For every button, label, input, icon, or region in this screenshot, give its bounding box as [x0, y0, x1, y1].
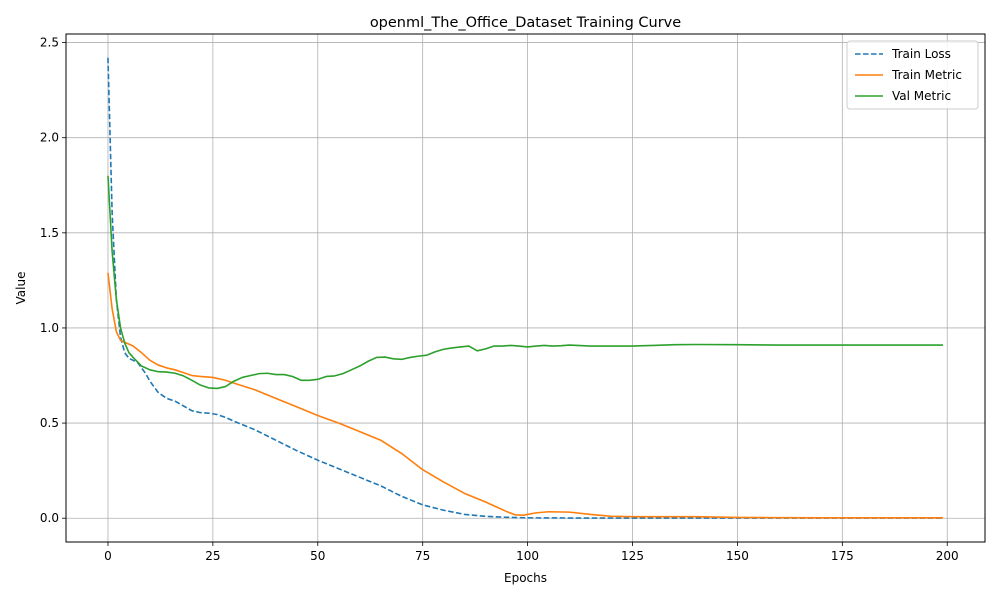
x-tick-label: 75 [415, 549, 430, 563]
x-tick-label: 150 [726, 549, 749, 563]
x-tick-label: 100 [516, 549, 539, 563]
x-tick-label: 50 [310, 549, 325, 563]
legend-label-train-metric: Train Metric [891, 68, 962, 82]
x-tick-label: 200 [936, 549, 959, 563]
legend: Train Loss Train Metric Val Metric [846, 40, 979, 110]
legend-box [846, 40, 979, 110]
y-tick-label: 0.0 [40, 511, 59, 525]
train-metric-line [107, 272, 944, 519]
y-tick-label: 1.5 [40, 226, 59, 240]
legend-label-train-loss: Train Loss [891, 47, 951, 61]
x-tick-label: 25 [205, 549, 220, 563]
legend-label-val-metric: Val Metric [892, 89, 951, 103]
y-tick-label: 2.5 [40, 36, 59, 50]
x-tick-label: 125 [621, 549, 644, 563]
x-tick-label: 0 [104, 549, 112, 563]
y-tick-label: 1.0 [40, 321, 59, 335]
y-axis-label: Value [14, 272, 28, 305]
x-tick-label: 175 [831, 549, 854, 563]
series-layer [107, 57, 944, 519]
plot-frame [65, 33, 986, 543]
y-axis: 0.0 0.5 1.0 1.5 2.0 2.5 [40, 36, 66, 525]
y-tick-label: 0.5 [40, 416, 59, 430]
val-metric-line [107, 175, 944, 390]
chart-title: openml_The_Office_Dataset Training Curve [370, 15, 681, 31]
x-axis: 0 25 50 75 100 125 150 175 200 [104, 542, 959, 563]
y-tick-label: 2.0 [40, 131, 59, 145]
x-axis-label: Epochs [504, 571, 547, 585]
